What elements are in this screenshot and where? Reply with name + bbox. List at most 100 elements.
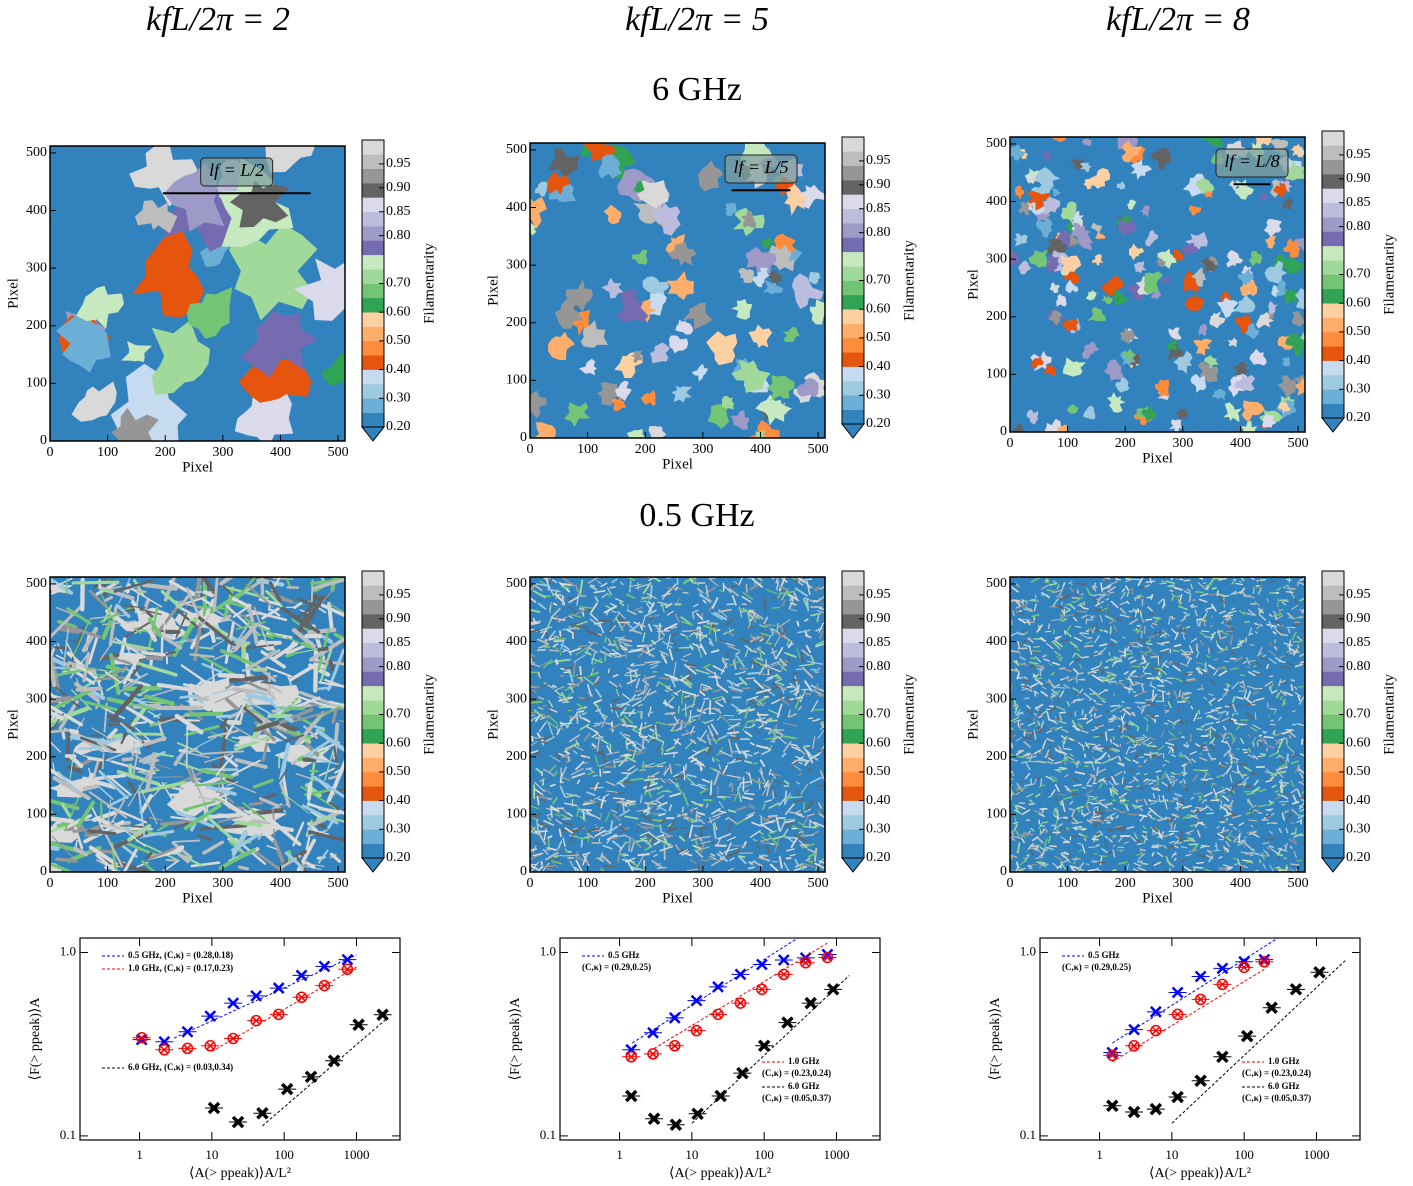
- map-feature: [101, 589, 115, 594]
- map-feature: [1165, 710, 1170, 714]
- map-feature: [1078, 849, 1083, 853]
- map-feature: [1104, 359, 1124, 381]
- map-feature: [627, 429, 646, 438]
- map-feature: [1194, 609, 1198, 617]
- colorbar-label: Filamentarity: [901, 240, 917, 321]
- map-feature: [108, 605, 118, 647]
- map-feature: [671, 729, 676, 732]
- map-feature: [714, 757, 720, 762]
- map-feature: [1215, 842, 1218, 852]
- map-feature: [176, 736, 217, 759]
- map-feature: [1282, 197, 1294, 210]
- map-feature: [302, 725, 319, 740]
- map-feature: [587, 771, 595, 776]
- colorbar-band: [362, 642, 384, 658]
- colorbar-band: [842, 628, 864, 644]
- map-feature: [531, 848, 538, 851]
- map-feature: [1269, 641, 1272, 646]
- map-feature: [1069, 582, 1073, 585]
- map-feature: [1108, 675, 1111, 686]
- map-feature: [1040, 864, 1047, 867]
- map-feature: [284, 734, 304, 743]
- map-feature: [624, 826, 630, 830]
- map-feature: [1080, 833, 1088, 838]
- map-feature: [1045, 683, 1050, 687]
- map-feature: [530, 662, 540, 667]
- map-feature: [1035, 793, 1041, 798]
- map-feature: [1188, 843, 1199, 846]
- map-feature: [1223, 688, 1229, 692]
- map-feature: [1238, 770, 1244, 779]
- map-feature: [1041, 584, 1049, 590]
- map-feature: [662, 766, 667, 776]
- map-feature: [1184, 579, 1191, 582]
- map-feature: [313, 775, 345, 800]
- map-feature: [73, 758, 92, 770]
- map-feature: [1250, 824, 1254, 828]
- map-feature: [537, 602, 547, 610]
- map-feature: [608, 680, 618, 688]
- map-feature: [1151, 832, 1159, 835]
- map-feature: [1048, 662, 1054, 667]
- map-feature: [665, 745, 675, 752]
- map-feature: [1110, 600, 1119, 609]
- map-feature: [1034, 594, 1037, 599]
- map-feature: [1010, 836, 1016, 841]
- colorbar-tick-label: 0.60: [866, 301, 891, 316]
- colorbar-band: [362, 297, 384, 313]
- map-feature: [806, 581, 811, 596]
- map-feature: [1136, 852, 1143, 856]
- map-feature: [690, 783, 702, 788]
- map-feature: [131, 721, 147, 725]
- map-feature: [1295, 378, 1305, 396]
- map-feature: [1283, 257, 1305, 275]
- map-feature: [766, 244, 797, 272]
- map-feature: [1054, 855, 1063, 861]
- map-feature: [760, 632, 772, 638]
- map-feature: [1035, 217, 1053, 238]
- map-feature: [647, 616, 654, 623]
- map-feature: [643, 806, 652, 813]
- map-feature: [1108, 651, 1111, 656]
- map-feature: [1225, 765, 1232, 775]
- map-feature: [1116, 181, 1126, 190]
- colorbar-band: [362, 757, 384, 773]
- map-feature: [1068, 850, 1071, 858]
- map-feature: [1068, 678, 1074, 682]
- map-feature: [1196, 619, 1199, 627]
- map-feature: [199, 614, 210, 629]
- map-feature: [741, 595, 752, 603]
- map-feature: [699, 787, 709, 794]
- map-feature: [718, 800, 724, 809]
- map-feature: [745, 771, 751, 777]
- map-feature: [766, 375, 795, 401]
- x-tick-label: 200: [155, 876, 176, 891]
- map-feature: [601, 749, 606, 764]
- map-feature: [1064, 609, 1071, 614]
- map-feature: [144, 694, 175, 706]
- map-feature: [1277, 793, 1282, 797]
- map-feature: [1060, 255, 1082, 277]
- map-feature: [802, 865, 808, 868]
- map-feature: [785, 795, 793, 800]
- map-feature: [1195, 861, 1205, 864]
- map-feature: [570, 768, 584, 776]
- map-feature: [1112, 788, 1116, 798]
- map-feature: [648, 791, 652, 798]
- colorbar-band: [362, 240, 384, 256]
- map-feature: [1268, 613, 1273, 618]
- map-feature: [587, 833, 595, 839]
- colorbar-band: [362, 743, 384, 758]
- colorbar-band: [842, 757, 864, 773]
- map-feature: [1018, 617, 1026, 624]
- map-feature: [1297, 814, 1305, 819]
- map-feature: [1060, 756, 1070, 763]
- map-feature: [1086, 819, 1093, 824]
- map-feature: [318, 681, 345, 688]
- map-feature: [1057, 424, 1069, 432]
- map-feature: [729, 857, 735, 862]
- map-feature: [1208, 855, 1214, 863]
- colorbar-band: [362, 685, 384, 701]
- map-feature: [1048, 744, 1052, 750]
- map-feature: [1063, 851, 1070, 855]
